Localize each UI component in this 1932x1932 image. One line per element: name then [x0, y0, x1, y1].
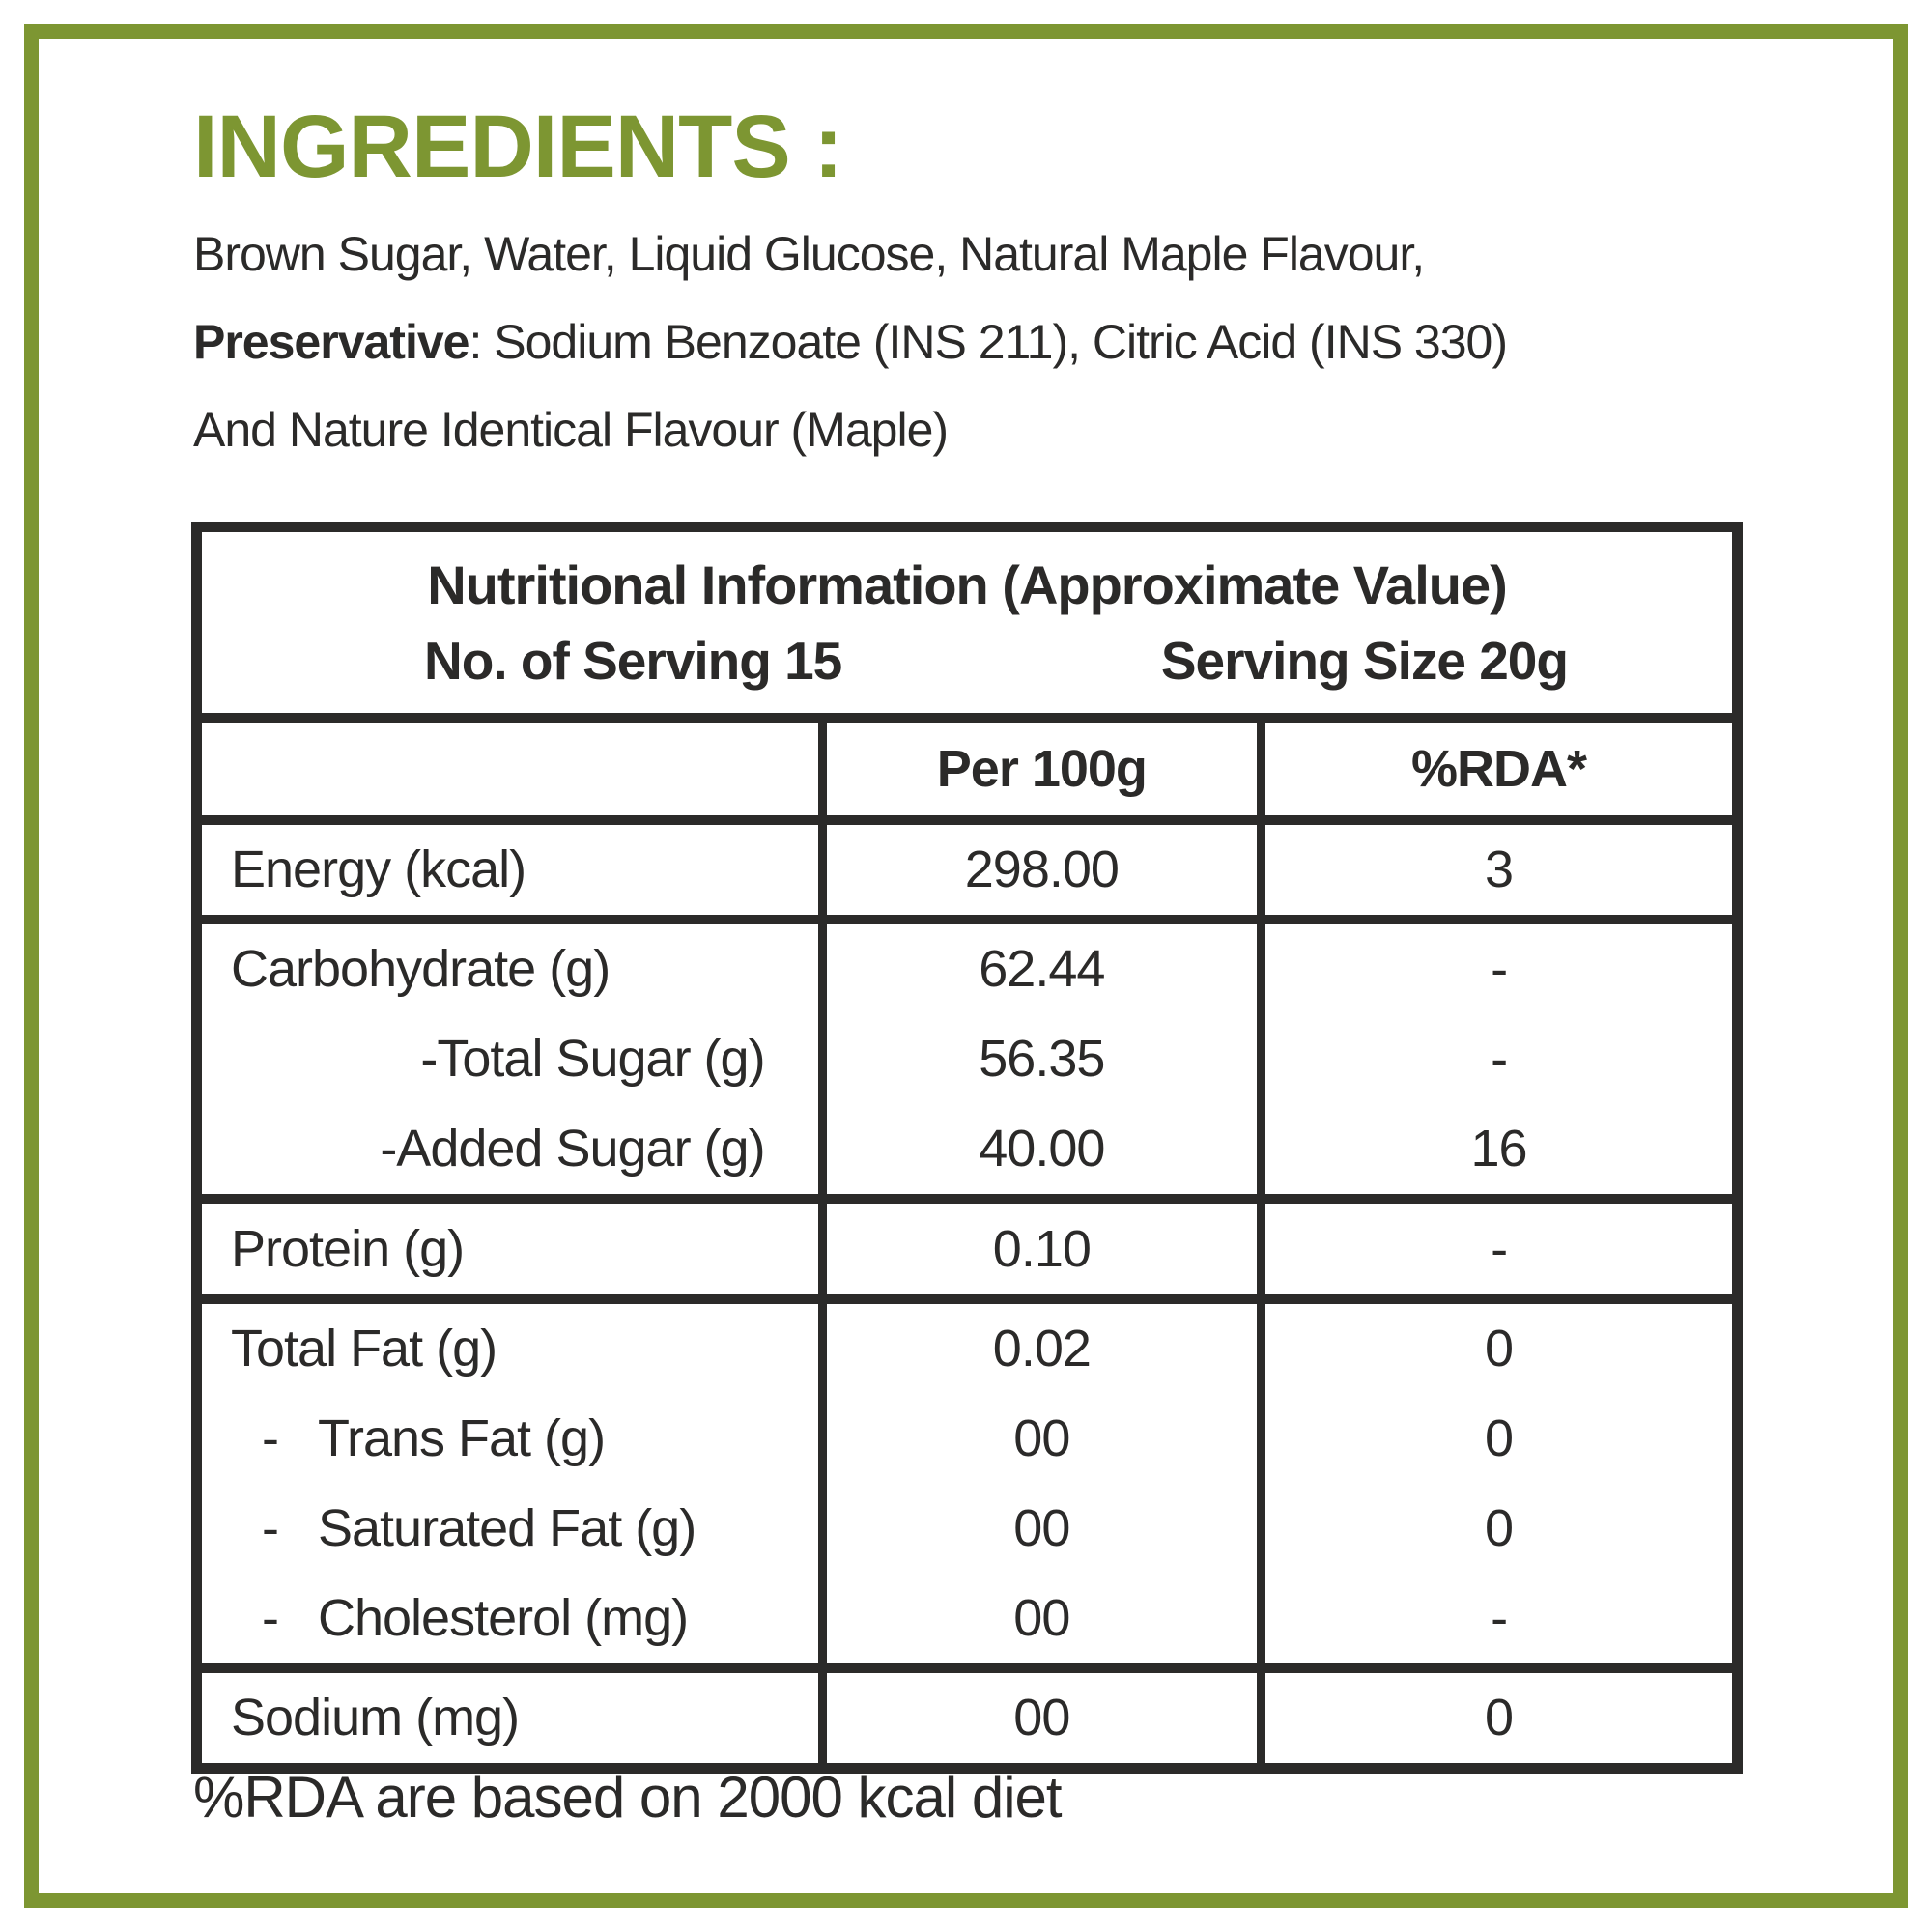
per-100g-cell: 0.02 00 00 00 — [817, 1293, 1266, 1673]
nutrient-label: Sodium (mg) — [231, 1689, 520, 1747]
rda-footnote: %RDA are based on 2000 kcal diet — [193, 1765, 1063, 1830]
nutrient-label: -Added Sugar (g) — [380, 1120, 765, 1178]
serving-info: No. of Serving 15 Serving Size 20g — [221, 616, 1713, 692]
per-100g-value: 298.00 — [964, 840, 1120, 898]
table-title-cell: Nutritional Information (Approximate Val… — [192, 522, 1742, 723]
table-title: Nutritional Information (Approximate Val… — [427, 554, 1508, 615]
table-title-row: Nutritional Information (Approximate Val… — [192, 522, 1742, 723]
ingredients-line-2: Preservative: Sodium Benzoate (INS 211),… — [193, 298, 1855, 386]
rda-value: - — [1491, 1219, 1508, 1278]
ingredients-line-1: Brown Sugar, Water, Liquid Glucose, Natu… — [193, 227, 1425, 281]
rda-value: 0 — [1485, 1320, 1514, 1378]
per-100g-cell: 00 — [817, 1662, 1266, 1773]
nutrient-label: -Total Sugar (g) — [420, 1030, 765, 1088]
per-100g-value: 0.10 — [992, 1219, 1092, 1278]
ingredients-line-3: And Nature Identical Flavour (Maple) — [193, 403, 949, 457]
rda-value: - — [1491, 940, 1508, 998]
per-100g-value: 00 — [1013, 1409, 1070, 1467]
per-100g-value: 56.35 — [979, 1030, 1105, 1088]
table-row: Energy (kcal) 298.00 3 — [192, 814, 1742, 924]
rda-value: 3 — [1485, 840, 1514, 898]
per-100g-value: 00 — [1013, 1499, 1070, 1557]
nutrient-label-text: Trans Fat (g) — [318, 1409, 606, 1467]
per-100g-cell: 62.44 56.35 40.00 — [817, 914, 1266, 1204]
nutrient-label: - Saturated Fat (g) — [202, 1484, 818, 1574]
nutrient-label-cell: Carbohydrate (g) -Total Sugar (g) -Added S… — [192, 914, 827, 1204]
rda-value: 0 — [1485, 1499, 1514, 1557]
ingredients-heading: INGREDIENTS : — [193, 98, 843, 196]
nutrient-label-cell: Protein (g) — [192, 1193, 827, 1304]
rda-header: %RDA* — [1257, 712, 1742, 825]
serving-size: Serving Size 20g — [1160, 630, 1569, 691]
dash-bullet: - — [262, 1589, 279, 1647]
nutrient-label-cell: Energy (kcal) — [192, 814, 827, 924]
nutrient-label-cell: Sodium (mg) — [192, 1662, 827, 1773]
rda-value: - — [1491, 1030, 1508, 1088]
ingredients-text: Brown Sugar, Water, Liquid Glucose, Natu… — [193, 211, 1855, 474]
servings-count: No. of Serving 15 — [424, 630, 842, 691]
table-row: Carbohydrate (g) -Total Sugar (g) -Added S… — [192, 914, 1742, 1204]
per-100g-value: 00 — [1013, 1589, 1070, 1647]
per-100g-header: Per 100g — [817, 712, 1266, 825]
preservative-label: Preservative — [193, 315, 469, 369]
rda-value: 0 — [1485, 1409, 1514, 1467]
table-row: Total Fat (g) - Trans Fat (g) - Saturated Fa… — [192, 1293, 1742, 1673]
border-frame — [24, 24, 1908, 1908]
nutrient-label: Total Fat (g) — [231, 1320, 497, 1378]
per-100g-value: 40.00 — [979, 1120, 1105, 1178]
rda-value: 0 — [1485, 1689, 1514, 1747]
rda-cell: 3 — [1257, 814, 1742, 924]
rda-cell: 0 0 0 - — [1257, 1293, 1742, 1673]
rda-cell: - — [1257, 1193, 1742, 1304]
rda-cell: 0 — [1257, 1662, 1742, 1773]
rda-value: 16 — [1470, 1120, 1528, 1178]
nutrient-label-cell: Total Fat (g) - Trans Fat (g) - Saturated Fa… — [192, 1293, 827, 1673]
empty-header-cell — [192, 712, 827, 825]
nutrient-label: - Cholesterol (mg) — [202, 1574, 818, 1663]
dash-bullet: - — [262, 1499, 279, 1557]
nutrient-label: Carbohydrate (g) — [231, 940, 611, 998]
table-row: Protein (g) 0.10 - — [192, 1193, 1742, 1304]
rda-value: - — [1491, 1589, 1508, 1647]
ingredients-line-2-rest: : Sodium Benzoate (INS 211), Citric Acid… — [469, 315, 1508, 369]
nutrient-label: - Trans Fat (g) — [202, 1394, 818, 1484]
dash-bullet: - — [262, 1409, 279, 1467]
per-100g-value: 00 — [1013, 1689, 1070, 1747]
rda-cell: - - 16 — [1257, 914, 1742, 1204]
table-row: Sodium (mg) 00 0 — [192, 1662, 1742, 1773]
per-100g-cell: 298.00 — [817, 814, 1266, 924]
per-100g-value: 62.44 — [979, 940, 1105, 998]
nutrient-label-text: Cholesterol (mg) — [318, 1589, 689, 1647]
nutrient-label: Energy (kcal) — [231, 840, 526, 898]
column-header-row: Per 100g %RDA* — [192, 712, 1742, 825]
nutrient-label: Protein (g) — [231, 1219, 465, 1278]
per-100g-value: 0.02 — [992, 1320, 1092, 1378]
nutrition-table: Nutritional Information (Approximate Val… — [191, 522, 1743, 1774]
nutrient-label-text: Saturated Fat (g) — [318, 1499, 696, 1557]
per-100g-cell: 0.10 — [817, 1193, 1266, 1304]
